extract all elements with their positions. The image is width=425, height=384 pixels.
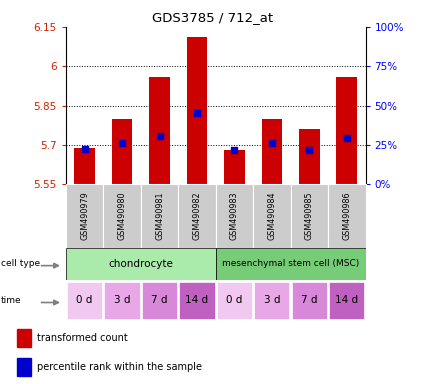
Text: transformed count: transformed count xyxy=(37,333,128,343)
Bar xyxy=(105,282,140,319)
Bar xyxy=(103,184,141,248)
Text: 3 d: 3 d xyxy=(264,295,280,305)
Bar xyxy=(187,37,207,184)
Text: 7 d: 7 d xyxy=(151,295,168,305)
Text: GSM490984: GSM490984 xyxy=(267,192,276,240)
Bar xyxy=(328,184,366,248)
Point xyxy=(269,140,275,146)
Text: 0 d: 0 d xyxy=(226,295,243,305)
Bar xyxy=(17,358,31,376)
Bar xyxy=(329,282,364,319)
Bar xyxy=(337,77,357,184)
Bar xyxy=(178,184,215,248)
Bar xyxy=(261,119,282,184)
Point xyxy=(343,134,350,141)
Text: GSM490981: GSM490981 xyxy=(155,192,164,240)
Bar xyxy=(66,248,215,280)
Text: time: time xyxy=(1,296,22,305)
Bar xyxy=(292,282,327,319)
Bar xyxy=(215,248,366,280)
Text: GDS3785 / 712_at: GDS3785 / 712_at xyxy=(152,12,273,25)
Point xyxy=(156,133,163,139)
Bar xyxy=(141,184,178,248)
Point xyxy=(231,147,238,153)
Text: GSM490980: GSM490980 xyxy=(118,192,127,240)
Bar xyxy=(224,150,245,184)
Point xyxy=(306,147,313,153)
Bar xyxy=(112,119,132,184)
Bar xyxy=(17,329,31,347)
Text: percentile rank within the sample: percentile rank within the sample xyxy=(37,362,202,372)
Text: chondrocyte: chondrocyte xyxy=(108,259,173,269)
Bar xyxy=(253,184,291,248)
Bar xyxy=(215,184,253,248)
Bar xyxy=(299,129,320,184)
Bar xyxy=(142,282,177,319)
Text: mesenchymal stem cell (MSC): mesenchymal stem cell (MSC) xyxy=(222,260,359,268)
Bar xyxy=(74,147,95,184)
Text: 7 d: 7 d xyxy=(301,295,317,305)
Text: GSM490983: GSM490983 xyxy=(230,192,239,240)
Point xyxy=(81,146,88,152)
Text: cell type: cell type xyxy=(1,260,40,268)
Bar xyxy=(291,184,328,248)
Text: GSM490986: GSM490986 xyxy=(342,192,351,240)
Point xyxy=(193,111,200,117)
Text: 14 d: 14 d xyxy=(335,295,358,305)
Bar xyxy=(179,282,215,319)
Text: GSM490979: GSM490979 xyxy=(80,192,89,240)
Bar xyxy=(67,282,102,319)
Text: 0 d: 0 d xyxy=(76,295,93,305)
Text: 3 d: 3 d xyxy=(114,295,130,305)
Text: 14 d: 14 d xyxy=(185,295,209,305)
Bar xyxy=(254,282,289,319)
Point xyxy=(119,140,125,146)
Text: GSM490982: GSM490982 xyxy=(193,192,201,240)
Bar xyxy=(217,282,252,319)
Bar xyxy=(149,77,170,184)
Bar xyxy=(66,184,103,248)
Text: GSM490985: GSM490985 xyxy=(305,192,314,240)
